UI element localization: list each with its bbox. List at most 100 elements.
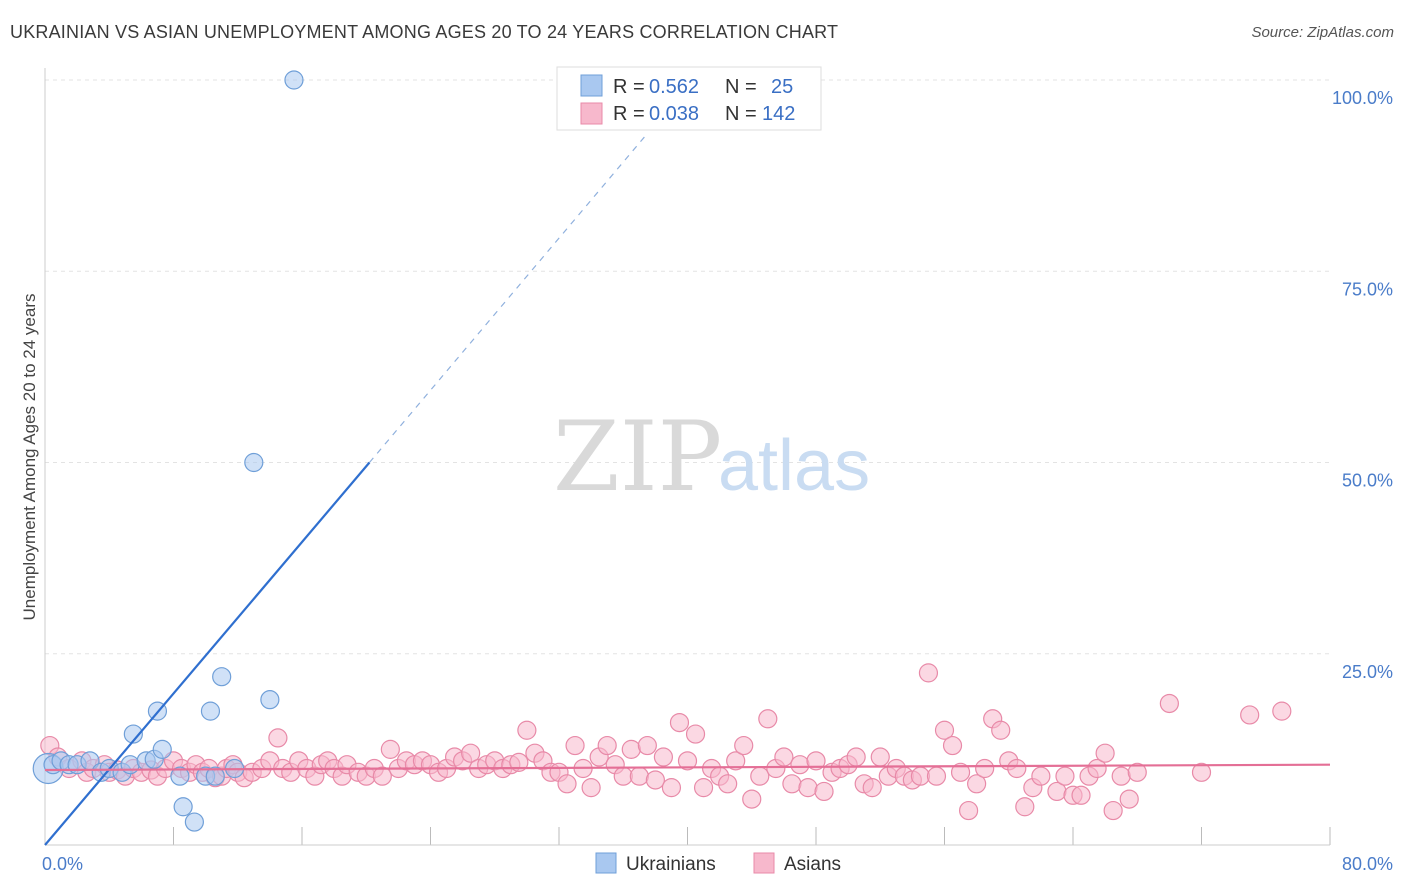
watermark: ZIP atlas [553,401,870,513]
legend-n-label-asians: N = [725,103,757,125]
x-tick-label-min: 0.0% [42,854,83,874]
asians-point-123 [1007,758,1027,779]
asians-point-76 [629,766,649,786]
ukrainians-point-14 [152,739,172,759]
stats-legend: R = 0.562 N = 25 R = 0.038 N = 142 [556,66,822,131]
asians-point-55 [461,743,481,763]
asians-point-91 [750,766,770,786]
watermark-atlas: atlas [718,426,870,506]
asians-point-106 [870,747,890,767]
ukrainians-point-15 [170,766,190,786]
asians-point-61 [509,752,529,772]
asians-point-88 [726,751,746,771]
ukrainians-trend-line [44,461,371,846]
asians-point-97 [798,778,818,798]
asians-trend-line [44,763,1331,772]
asians-point-84 [693,778,714,798]
asians-point-136 [1119,789,1139,809]
y-tick-labels: 25.0% 50.0% 75.0% 100.0% [1332,88,1393,682]
asians-point-45 [380,739,400,759]
ukrainians-point-10 [123,724,143,744]
x-tick-labels: 0.0% 80.0% [42,854,1393,874]
asians-point-94 [774,747,794,767]
asians-point-30 [268,728,288,748]
asians-point-130 [1071,785,1091,805]
asians-point-74 [613,766,633,786]
ukrainians-point-24 [260,690,280,710]
asians-point-96 [790,755,810,775]
y-tick-label-2: 75.0% [1342,279,1393,299]
asians-point-82 [677,751,698,771]
asians-point-113 [926,766,947,786]
asians-point-135 [1111,766,1131,786]
y-tick-label-3: 100.0% [1332,88,1393,108]
asians-point-72 [597,735,617,756]
ukrainians-point-19 [200,701,221,721]
legend-r-label-ukrainians: R = [613,76,645,98]
asians-point-133 [1095,743,1115,763]
y-axis-label: Unemployment Among Ages 20 to 24 years [20,294,39,621]
asians-point-92 [758,709,778,729]
bottom-legend-swatch-ukrainians [595,852,617,874]
series-asians [40,663,1292,821]
ukrainians-point-21 [212,667,232,687]
asians-point-105 [862,778,882,798]
asians-point-83 [685,724,706,744]
asians-point-141 [1272,701,1292,721]
asians-point-44 [372,766,392,786]
asians-point-118 [967,774,987,794]
asians-point-99 [814,781,834,802]
legend-n-label-ukrainians: N = [725,76,757,98]
ukrainians-point-17 [184,812,204,832]
asians-point-78 [645,770,665,790]
asians-point-119 [975,758,995,779]
asians-point-103 [846,747,866,767]
asians-point-80 [661,778,682,798]
asians-point-70 [581,778,601,798]
ukrainians-point-23 [244,452,264,473]
asians-point-140 [1240,705,1260,725]
x-tick-label-max: 80.0% [1342,854,1393,874]
legend-n-value-asians: 142 [762,103,795,125]
asians-point-87 [718,774,738,794]
legend-swatch-ukrainians [580,74,603,97]
asians-point-117 [958,800,979,821]
asians-point-128 [1055,766,1075,786]
asians-point-90 [742,789,762,809]
watermark-zip: ZIP [553,401,722,513]
asians-point-111 [910,766,931,786]
asians-point-68 [565,735,585,756]
asians-point-98 [806,751,826,771]
asians-point-77 [637,735,657,756]
asians-point-124 [1015,797,1035,817]
y-tick-label-1: 50.0% [1342,471,1393,491]
asians-point-114 [934,720,955,740]
asians-point-79 [653,747,674,767]
asians-point-138 [1159,693,1179,714]
asians-point-75 [621,739,641,759]
bottom-legend-label-ukrainians: Ukrainians [626,854,716,875]
asians-point-62 [517,720,537,740]
axes [44,68,1330,846]
ukrainians-point-20 [205,766,225,786]
asians-point-121 [991,720,1011,740]
ukrainians-point-16 [173,797,193,817]
asians-point-112 [918,663,939,683]
bottom-legend-label-asians: Asians [784,854,841,875]
asians-point-139 [1191,762,1212,782]
asians-point-126 [1031,766,1051,786]
legend-r-value-asians: 0.038 [649,103,699,125]
trend-lines [44,133,1331,846]
legend-r-label-asians: R = [613,103,645,125]
source-label: Source: ZipAtlas.com [1251,24,1394,41]
asians-point-116 [950,762,971,782]
legend-swatch-asians [580,102,603,125]
legend-n-value-ukrainians: 25 [771,76,793,98]
asians-point-137 [1127,762,1147,782]
chart-title: UKRAINIAN VS ASIAN UNEMPLOYMENT AMONG AG… [10,22,839,42]
asians-point-81 [669,712,690,733]
y-tick-label-0: 25.0% [1342,662,1393,682]
asians-point-132 [1087,758,1107,779]
series-legend: Ukrainians Asians [595,852,841,875]
